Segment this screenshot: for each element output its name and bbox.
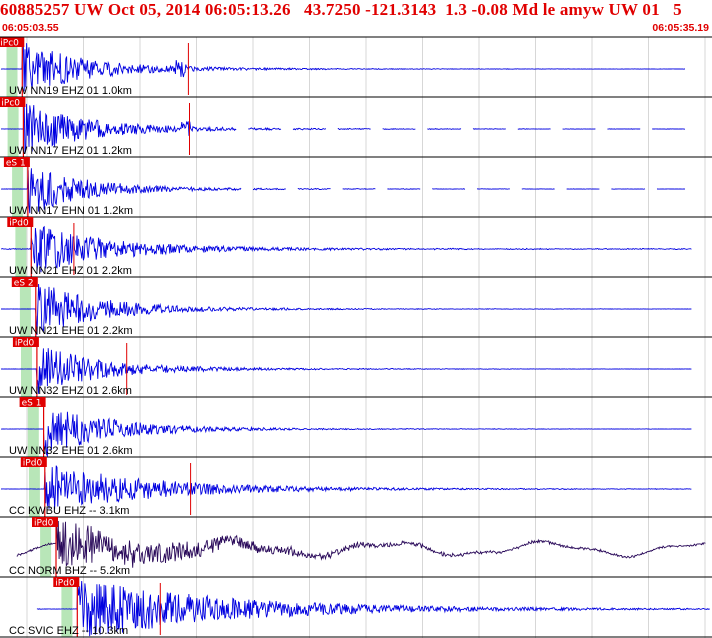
station-label: UW NN19 EHZ 01 1.0km [9, 85, 132, 97]
station-label: UW NN21 EHE 01 2.2km [9, 325, 132, 337]
station-label: CC SVIC EHZ -- 10.3km [9, 625, 128, 637]
phase-pick-flag [0, 97, 26, 107]
pick-window [27, 398, 39, 457]
station-label: UW NN17 EHZ 01 1.2km [9, 145, 132, 157]
waveform-trace [0, 43, 685, 92]
pick-window [40, 518, 52, 577]
phase-pick-flag [20, 457, 47, 467]
phase-pick-flag [3, 157, 30, 167]
waveform-trace [1, 283, 692, 335]
phase-pick-label: iPc0 [1, 99, 20, 109]
phase-pick-flag [53, 577, 80, 587]
phase-pick-flag [11, 277, 38, 287]
pick-window [6, 38, 18, 97]
waveform-trace [1, 168, 686, 214]
pick-window [21, 338, 32, 397]
start-time: 06:05:03.55 [2, 22, 59, 34]
phase-pick-label: iPd0 [15, 339, 35, 349]
phase-pick-flag [12, 337, 39, 347]
waveform-trace [0, 465, 692, 510]
pick-window [19, 278, 31, 337]
phase-pick-label: iPd0 [23, 459, 43, 469]
phase-pick-flag [7, 217, 34, 227]
pick-window [61, 578, 73, 637]
waveform-trace [1, 411, 692, 458]
phase-pick-flag [0, 37, 25, 47]
waveform-trace [0, 102, 686, 154]
waveform-trace [36, 580, 710, 637]
phase-pick-label: iPd0 [9, 219, 29, 229]
station-label: UW NN32 EHZ 01 2.6km [9, 385, 132, 397]
station-label: UW NN32 EHE 01 2.6km [9, 445, 132, 457]
end-time: 06:05:35.19 [652, 22, 709, 34]
waveform-trace [0, 348, 692, 394]
station-label: UW NN17 EHN 01 1.2km [9, 205, 133, 217]
pick-window [7, 98, 19, 157]
station-label: CC NORM BHZ -- 5.2km [9, 565, 130, 577]
pick-window [28, 458, 40, 517]
phase-pick-label: eS 2 [14, 279, 34, 289]
phase-pick-label: iPd0 [34, 519, 54, 529]
phase-pick-label: eS 1 [6, 159, 26, 169]
phase-pick-label: iPd0 [55, 579, 75, 589]
station-label: UW NN21 EHZ 01 2.2km [9, 265, 132, 277]
waveform-trace [16, 520, 706, 568]
event-title: 60885257 UW Oct 05, 2014 06:05:13.26 43.… [0, 0, 682, 19]
waveform-trace [0, 225, 692, 273]
phase-pick-flag [32, 517, 58, 527]
phase-pick-label: eS 1 [22, 399, 42, 409]
phase-pick-label: iPc0 [0, 39, 19, 49]
pick-window [12, 158, 24, 217]
record-header: 60885257 UW Oct 05, 2014 06:05:13.26 43.… [0, 0, 712, 40]
pick-window [15, 218, 27, 277]
station-label: CC KWBU EHZ -- 3.1km [9, 505, 129, 517]
phase-pick-flag [19, 397, 46, 407]
